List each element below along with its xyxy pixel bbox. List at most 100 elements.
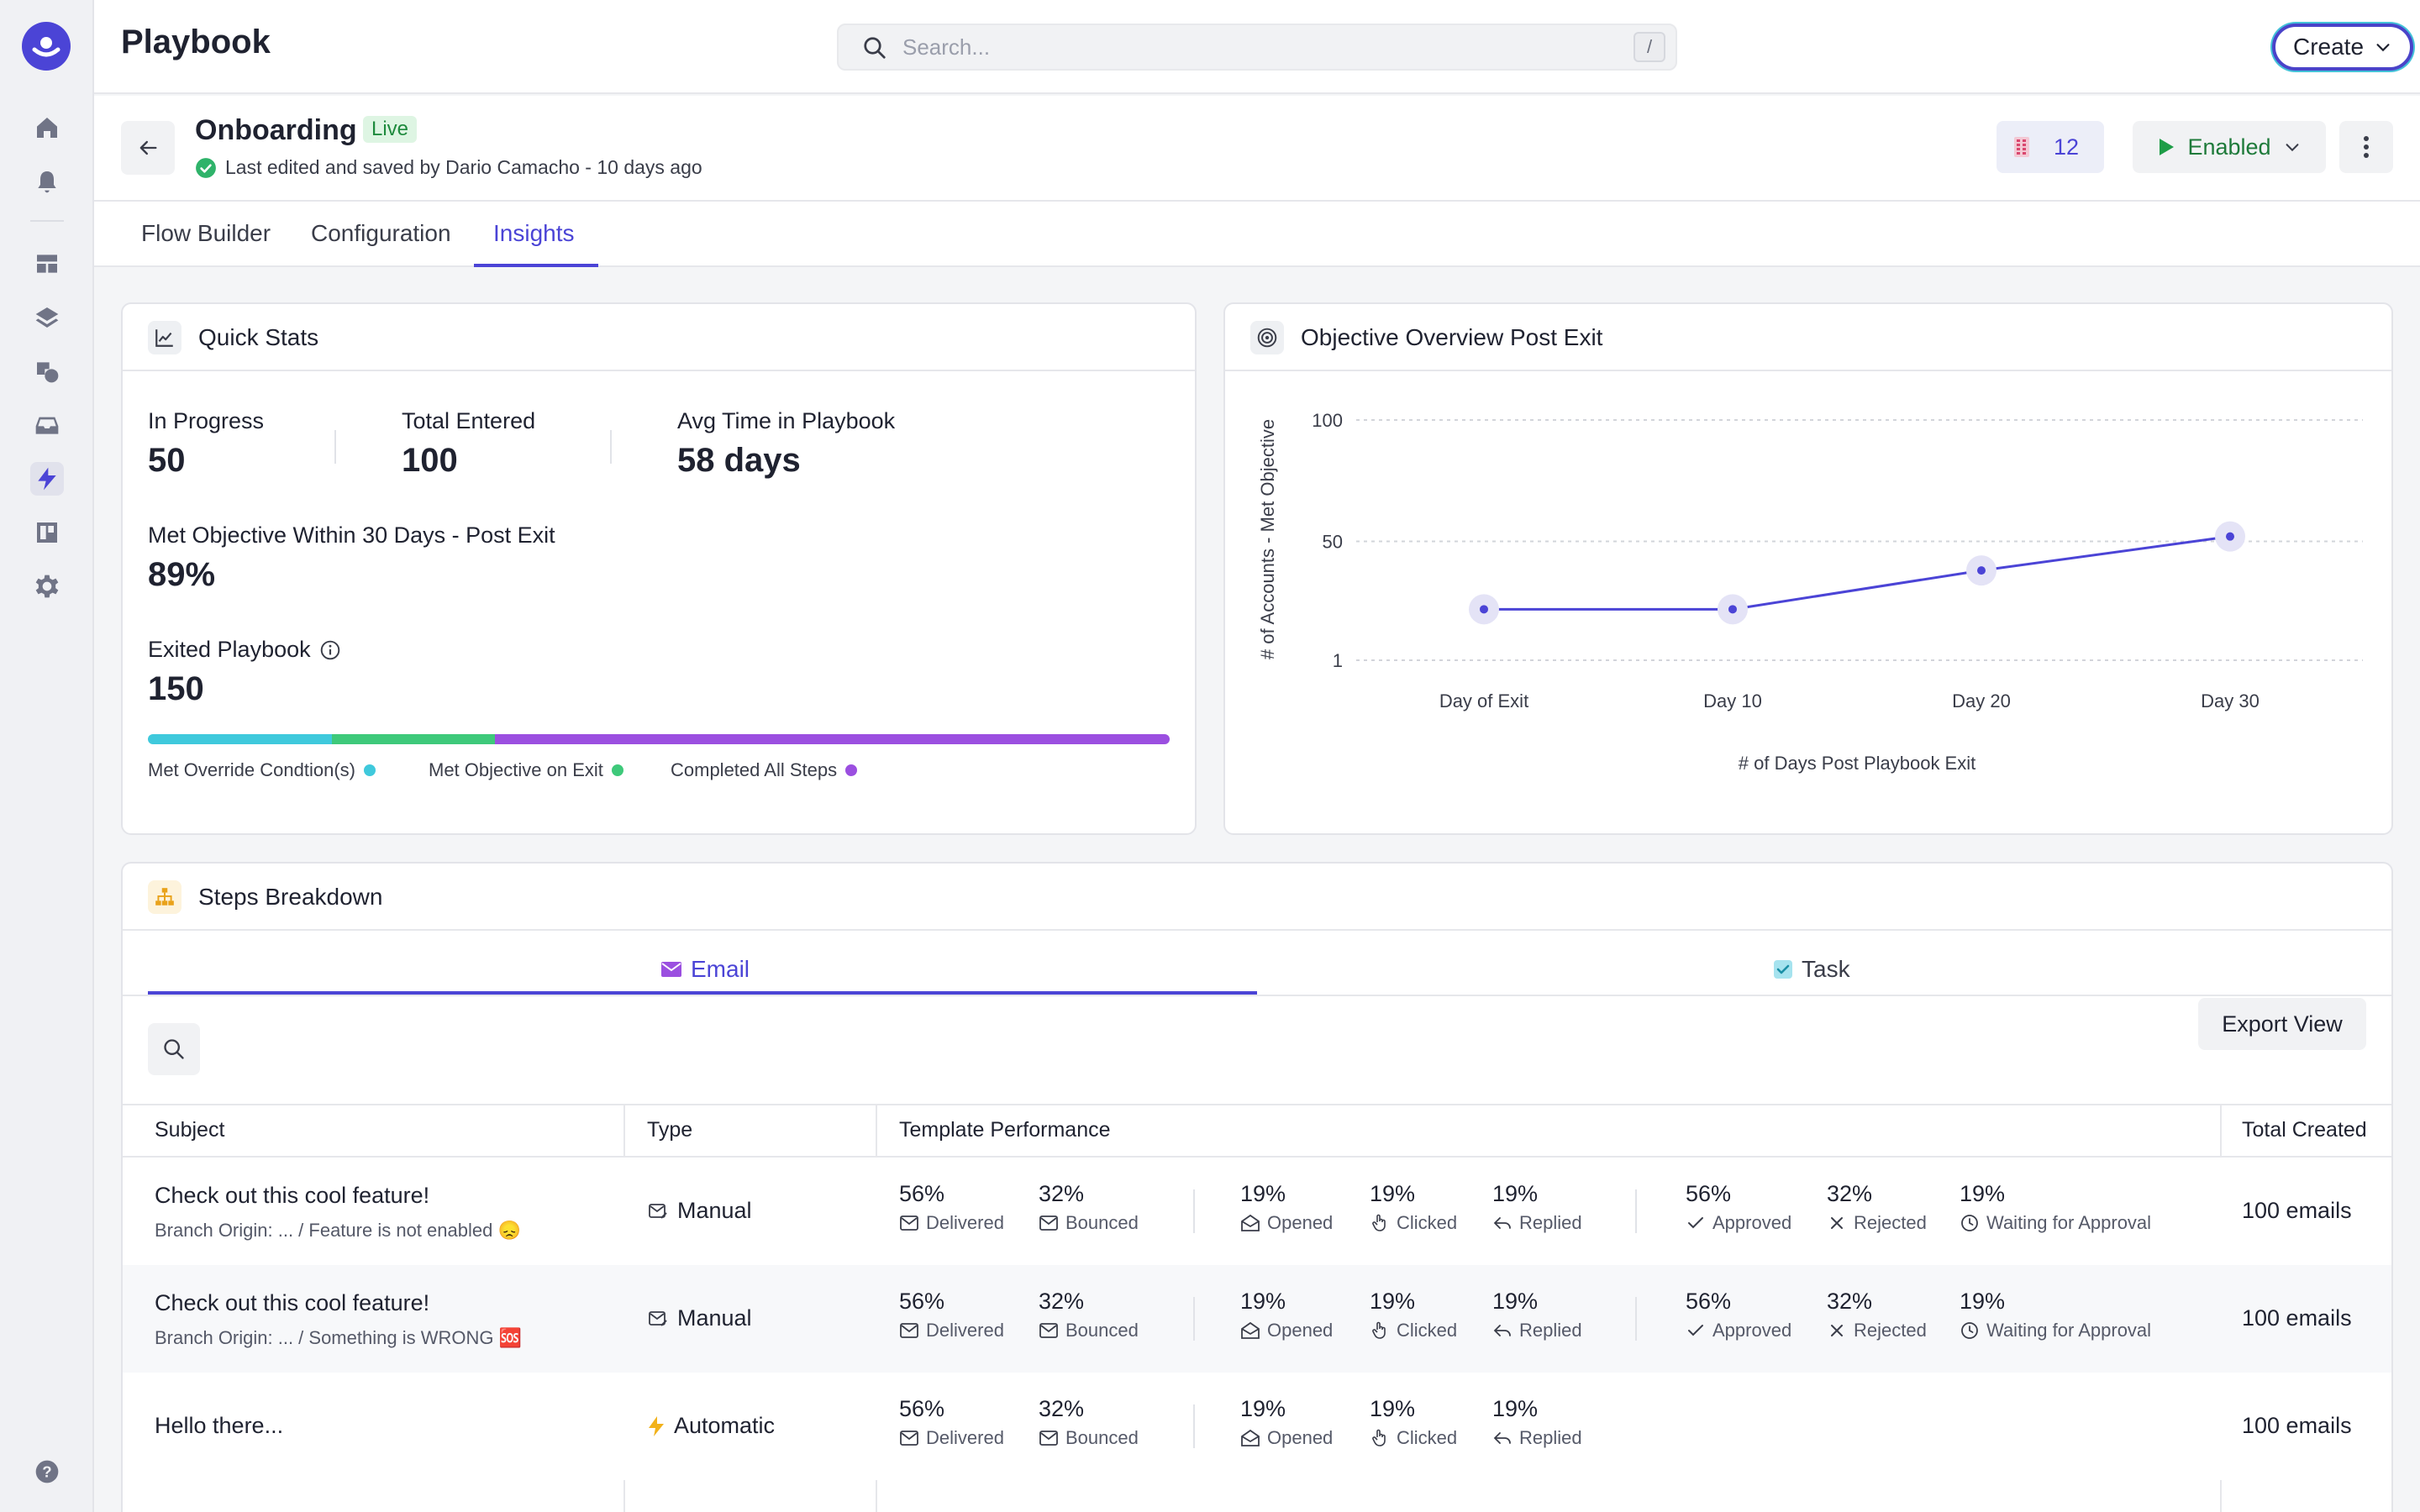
- back-button[interactable]: [121, 121, 175, 175]
- data-point: [1977, 566, 1986, 575]
- steps-count-pill[interactable]: 12: [1996, 121, 2104, 173]
- brand-logo[interactable]: [22, 22, 71, 71]
- line-chart-icon: [148, 321, 182, 354]
- search-input[interactable]: [902, 25, 1558, 69]
- task-check-icon: [1774, 960, 1792, 979]
- chart-title: Objective Overview Post Exit: [1301, 324, 1603, 350]
- tab-email-label: Email: [691, 956, 750, 982]
- stat-divider: [610, 430, 612, 464]
- quick-stats-header: Quick Stats: [123, 304, 1195, 371]
- shapes-icon[interactable]: [30, 354, 64, 388]
- row-subject[interactable]: Check out this cool feature!: [155, 1183, 430, 1208]
- enabled-status-button[interactable]: Enabled: [2133, 121, 2326, 173]
- legend-dot: [611, 764, 623, 776]
- row-type: Automatic: [647, 1413, 775, 1439]
- in-progress-label: In Progress: [148, 408, 265, 433]
- exited-label: Exited Playbook: [148, 637, 311, 662]
- info-icon[interactable]: [319, 639, 341, 661]
- envelope-icon: [899, 1428, 919, 1448]
- check-icon: [1686, 1213, 1706, 1233]
- dashboard-icon[interactable]: [30, 247, 64, 281]
- clock-icon: [1960, 1213, 1980, 1233]
- enabled-label: Enabled: [2187, 134, 2271, 160]
- bell-icon[interactable]: [30, 165, 64, 198]
- exited-label-wrap: Exited Playbook: [148, 637, 341, 663]
- table-row[interactable]: Hello there... Automatic 56% Delivered 32% Bo…: [123, 1373, 2391, 1480]
- objective-line-chart: 100 50 1 Day of Exit Day 10 Day 20 Day 30 # of …: [1257, 410, 2363, 774]
- row-subject[interactable]: Hello there...: [155, 1413, 284, 1438]
- objective-overview-card: Objective Overview Post Exit 100 50 1 Day o…: [1223, 302, 2393, 835]
- metric-rejected-value: 32%: [1827, 1289, 1873, 1314]
- steps-breakdown-card: Steps Breakdown Email Task Export View S…: [121, 862, 2393, 1512]
- table-search-button[interactable]: [148, 1023, 200, 1075]
- step-tabs-divider: [123, 995, 2391, 996]
- inbox-icon[interactable]: [30, 408, 64, 442]
- exit-breakdown-bar: [148, 734, 1170, 744]
- row-type-label: Automatic: [674, 1413, 776, 1438]
- envelope-icon: [899, 1320, 919, 1341]
- x-tick-label: Day of Exit: [1439, 690, 1528, 711]
- help-icon[interactable]: ?: [30, 1455, 64, 1488]
- column-header-template-performance[interactable]: Template Performance: [899, 1118, 1111, 1142]
- metric-rejected-label: Rejected: [1854, 1212, 1927, 1233]
- row-type: Manual: [647, 1198, 752, 1224]
- playbook-name: Onboarding: [195, 114, 357, 146]
- metric-waiting: 19% Waiting for Approval: [1960, 1289, 2151, 1341]
- legend-override-label: Met Override Condtion(s): [148, 759, 355, 780]
- tab-task[interactable]: Task: [1773, 956, 1850, 983]
- layers-icon[interactable]: [30, 301, 64, 334]
- stat-divider: [334, 430, 336, 464]
- metric-approved-value: 56%: [1686, 1181, 1732, 1206]
- more-options-button[interactable]: [2339, 121, 2393, 173]
- metric-bounced-value: 32%: [1039, 1181, 1085, 1206]
- hierarchy-icon: [148, 880, 182, 914]
- y-axis-label: # of Accounts - Met Objective: [1257, 419, 1278, 659]
- create-button[interactable]: Create: [2272, 24, 2413, 71]
- search-box[interactable]: /: [837, 24, 1677, 71]
- objective-overview-header: Objective Overview Post Exit: [1225, 304, 2391, 371]
- total-entered-value: 100: [402, 442, 458, 479]
- home-icon[interactable]: [30, 111, 64, 144]
- steps-breakdown-header: Steps Breakdown: [123, 864, 2391, 931]
- metric-approved: 56% Approved: [1686, 1181, 1791, 1234]
- total-entered-label: Total Entered: [402, 408, 536, 433]
- metric-rejected: 32% Rejected: [1827, 1289, 1927, 1341]
- table-body: Check out this cool feature! Branch Origi…: [123, 1158, 2391, 1512]
- tab-insights[interactable]: Insights: [493, 220, 575, 246]
- column-header-subject[interactable]: Subject: [155, 1118, 225, 1142]
- row-subject[interactable]: Check out this cool feature!: [155, 1290, 430, 1315]
- tab-configuration[interactable]: Configuration: [311, 220, 451, 246]
- svg-text:?: ?: [42, 1463, 51, 1481]
- metric-replied: 19% Replied: [1492, 1289, 1582, 1341]
- active-tab-indicator: [474, 264, 598, 267]
- board-icon[interactable]: [30, 516, 64, 549]
- legend-dot: [363, 764, 376, 776]
- settings-gear-icon[interactable]: [30, 570, 64, 603]
- metric-replied-label: Replied: [1519, 1427, 1582, 1448]
- export-view-button[interactable]: Export View: [2198, 998, 2366, 1050]
- check-icon: [1686, 1320, 1706, 1341]
- x-tick-label: Day 20: [1952, 690, 2011, 711]
- metric-clicked-label: Clicked: [1397, 1212, 1458, 1233]
- data-point: [1728, 605, 1737, 614]
- active-step-tab-indicator: [148, 991, 1257, 995]
- metric-group-divider: [1193, 1189, 1195, 1233]
- playbook-icon[interactable]: [30, 462, 64, 496]
- y-tick-label: 1: [1333, 650, 1343, 671]
- bar-segment-1: [331, 734, 496, 744]
- metric-delivered: 56% Delivered: [899, 1181, 1004, 1234]
- column-header-type[interactable]: Type: [647, 1118, 693, 1142]
- steps-count: 12: [2054, 134, 2080, 160]
- tab-task-label: Task: [1802, 956, 1850, 982]
- sidebar: ?: [0, 0, 94, 1512]
- metric-group-divider: [1193, 1404, 1195, 1448]
- tab-email[interactable]: Email: [660, 956, 750, 983]
- avg-time-label: Avg Time in Playbook: [677, 408, 896, 433]
- logo-icon: [32, 37, 60, 57]
- table-row[interactable]: Check out this cool feature! Branch Origi…: [123, 1265, 2391, 1373]
- tab-flow-builder[interactable]: Flow Builder: [141, 220, 271, 246]
- metric-waiting-value: 19%: [1960, 1289, 2006, 1314]
- table-row[interactable]: Check out this cool feature! Branch Origi…: [123, 1158, 2391, 1265]
- column-header-total-created[interactable]: Total Created: [2242, 1118, 2367, 1142]
- x-icon: [1827, 1213, 1847, 1233]
